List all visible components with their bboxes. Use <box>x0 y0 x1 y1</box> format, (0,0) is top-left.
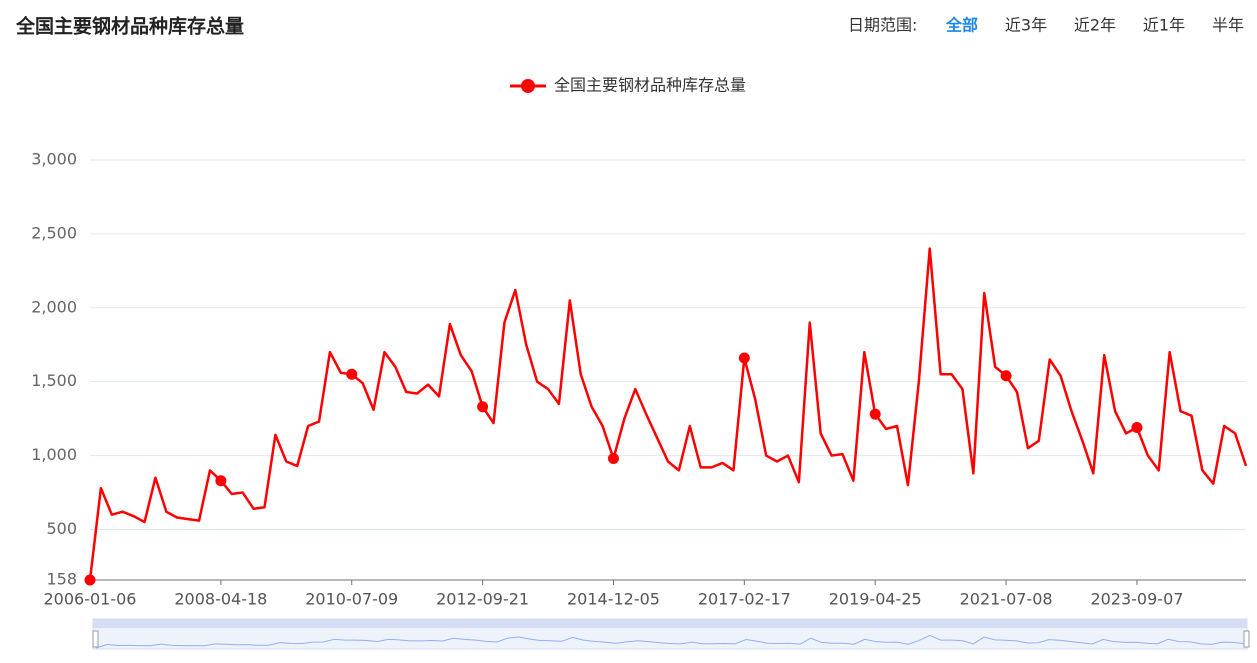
zoom-preview-line <box>95 634 1245 649</box>
zoom-handle-left[interactable] <box>92 630 99 648</box>
y-tick-label: 158 <box>46 570 77 589</box>
data-point <box>607 453 619 465</box>
range-option[interactable]: 全部 <box>945 16 978 35</box>
y-tick-label: 2,000 <box>31 297 77 316</box>
x-tick-label: 2012-09-21 <box>436 590 529 609</box>
y-tick-label: 2,500 <box>31 223 77 242</box>
data-point <box>477 401 489 413</box>
x-tick-label: 2021-07-08 <box>960 590 1053 609</box>
x-tick-label: 2010-07-09 <box>305 590 398 609</box>
range-option[interactable]: 近1年 <box>1143 16 1185 35</box>
range-option[interactable]: 半年 <box>1212 16 1244 35</box>
x-tick-label: 2023-09-07 <box>1090 590 1183 609</box>
zoom-handle-bar[interactable] <box>93 619 1247 628</box>
x-tick-label: 2017-02-17 <box>698 590 791 609</box>
data-point <box>346 368 358 380</box>
y-tick-label: 1,000 <box>31 445 77 464</box>
y-tick-label: 1,500 <box>31 371 77 390</box>
data-point <box>215 475 227 487</box>
series-line <box>88 247 1248 581</box>
x-tick-label: 2008-04-18 <box>174 590 267 609</box>
y-tick-label: 3,000 <box>31 150 77 169</box>
y-tick-label: 500 <box>46 519 77 538</box>
data-point <box>84 574 96 586</box>
data-point <box>1131 421 1143 433</box>
data-point <box>1000 370 1012 382</box>
range-option[interactable]: 近3年 <box>1005 16 1047 35</box>
x-tick-label: 2006-01-06 <box>44 590 137 609</box>
page-title: 全国主要钢材品种库存总量 <box>15 15 244 38</box>
data-point <box>869 408 881 420</box>
legend-label[interactable]: 全国主要钢材品种库存总量 <box>554 76 746 95</box>
zoom-handle-right[interactable] <box>1243 630 1250 648</box>
legend-marker <box>521 79 535 93</box>
range-option[interactable]: 近2年 <box>1074 16 1116 35</box>
range-label: 日期范围: <box>848 16 917 35</box>
x-tick-label: 2019-04-25 <box>829 590 922 609</box>
data-point <box>738 352 750 364</box>
x-tick-label: 2014-12-05 <box>567 590 660 609</box>
